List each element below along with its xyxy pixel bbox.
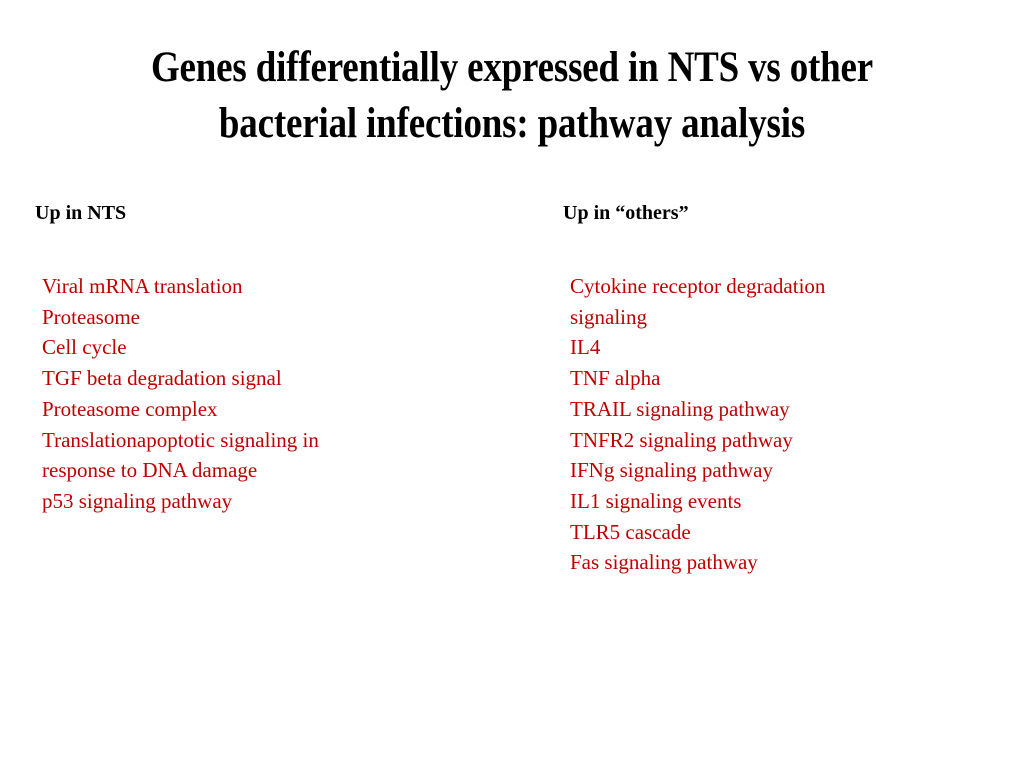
title-line-1: Genes differentially expressed in NTS vs… xyxy=(150,44,874,91)
pathway-list-item: Cell cycle xyxy=(42,335,127,360)
title-line-2: bacterial infections: pathway analysis xyxy=(218,100,806,147)
pathway-list-item: Fas signaling pathway xyxy=(570,550,758,575)
pathway-list-item: TNFR2 signaling pathway xyxy=(570,427,793,452)
pathway-list-item: p53 signaling pathway xyxy=(42,488,233,513)
slide-title: Genes differentially expressed in NTS vs… xyxy=(72,40,953,152)
pathway-list-item: Proteasome xyxy=(42,304,140,329)
up-in-others-list: Cytokine receptor degradation signaling IL… xyxy=(570,271,825,578)
pathway-list-item: TRAIL signaling pathway xyxy=(570,396,790,421)
pathway-list-item: Translationapoptotic signaling in xyxy=(42,427,319,452)
pathway-list-item: response to DNA damage xyxy=(42,458,258,483)
pathway-list-item: signaling xyxy=(570,304,647,329)
up-in-nts-list: Viral mRNA translation Proteasome Cell cyc… xyxy=(42,271,319,517)
pathway-list-item: Proteasome complex xyxy=(42,396,218,421)
pathway-list-item: TNF alpha xyxy=(570,366,661,391)
pathway-list-item: TGF beta degradation signal xyxy=(42,366,282,391)
pathway-list-item: Cytokine receptor degradation xyxy=(570,274,826,298)
pathway-list-item: Viral mRNA translation xyxy=(42,274,243,298)
pathway-list-item: IFNg signaling pathway xyxy=(570,458,773,483)
left-column-heading: Up in NTS xyxy=(35,202,127,224)
pathway-list-item: TLR5 cascade xyxy=(570,519,691,544)
pathway-list-item: IL1 signaling events xyxy=(570,488,742,513)
right-column-heading: Up in “others” xyxy=(563,202,689,224)
pathway-list-item: IL4 xyxy=(570,335,601,360)
